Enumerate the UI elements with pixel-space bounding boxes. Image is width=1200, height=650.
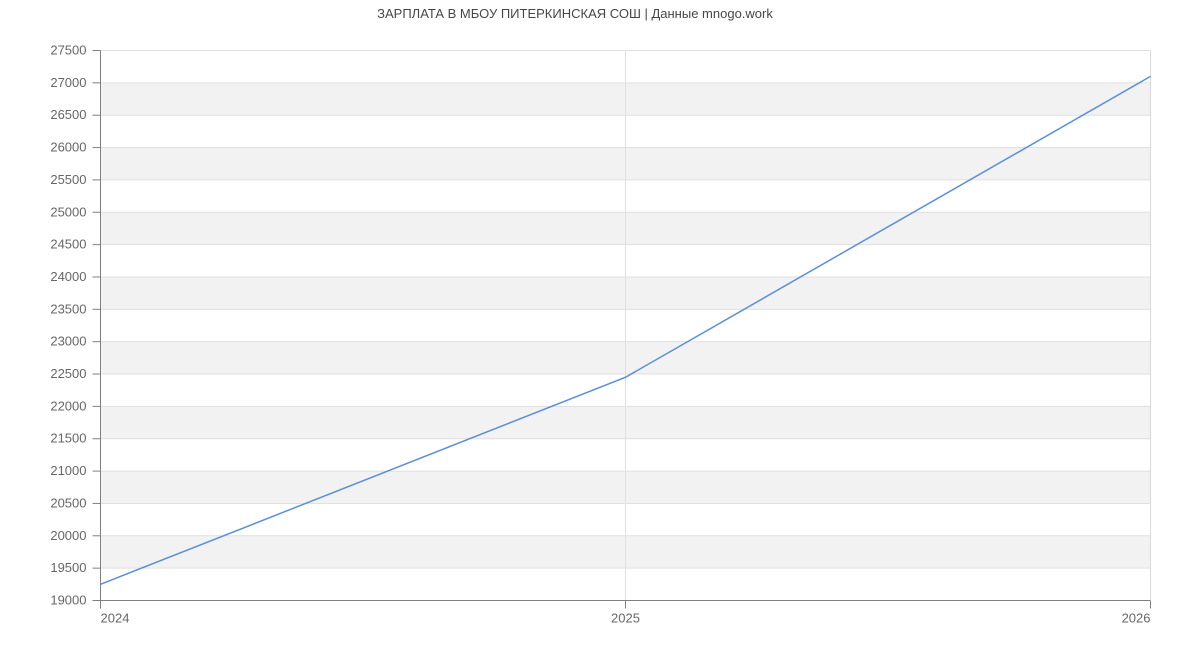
svg-text:25000: 25000 [50, 204, 86, 219]
svg-text:23500: 23500 [50, 301, 86, 316]
svg-text:21500: 21500 [50, 431, 86, 446]
svg-text:24500: 24500 [50, 237, 86, 252]
svg-text:20000: 20000 [50, 528, 86, 543]
svg-text:21000: 21000 [50, 463, 86, 478]
svg-text:20500: 20500 [50, 495, 86, 510]
svg-text:27500: 27500 [50, 43, 86, 58]
svg-text:22000: 22000 [50, 398, 86, 413]
svg-text:23000: 23000 [50, 334, 86, 349]
svg-text:19000: 19000 [50, 593, 86, 608]
svg-text:24000: 24000 [50, 269, 86, 284]
svg-text:2025: 2025 [611, 611, 640, 626]
svg-text:2026: 2026 [1122, 611, 1151, 626]
svg-text:26000: 26000 [50, 140, 86, 155]
svg-text:26500: 26500 [50, 107, 86, 122]
svg-text:19500: 19500 [50, 560, 86, 575]
svg-text:2024: 2024 [101, 611, 130, 626]
svg-text:22500: 22500 [50, 366, 86, 381]
svg-text:25500: 25500 [50, 172, 86, 187]
svg-text:27000: 27000 [50, 75, 86, 90]
